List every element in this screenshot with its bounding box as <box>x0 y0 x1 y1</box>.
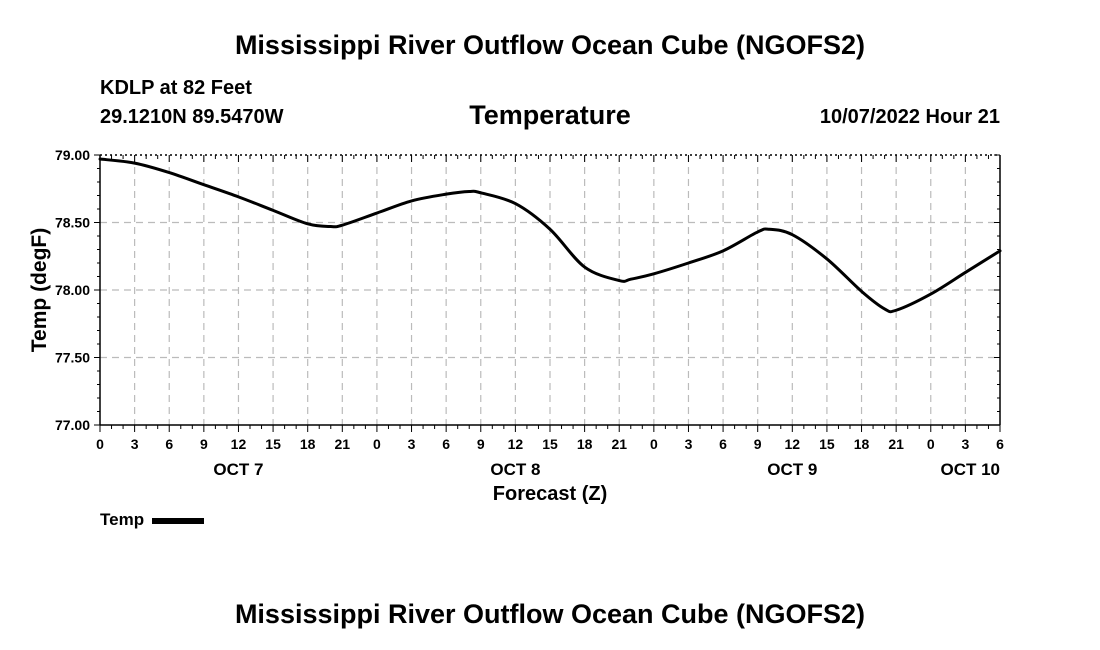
x-tick-label: 21 <box>611 436 627 452</box>
chart-title: Temperature <box>469 100 631 130</box>
x-tick-label: 0 <box>927 436 935 452</box>
x-tick-label: 9 <box>200 436 208 452</box>
x-tick-label: 9 <box>477 436 485 452</box>
x-tick-label: 3 <box>685 436 693 452</box>
x-tick-label: 6 <box>719 436 727 452</box>
legend: Temp <box>100 510 205 530</box>
x-tick-label: 12 <box>508 436 524 452</box>
axes <box>94 154 1001 432</box>
y-tick-label: 79.00 <box>55 147 90 163</box>
x-tick-label: 15 <box>542 436 558 452</box>
x-axis-label: Forecast (Z) <box>492 483 608 505</box>
x-tick-label: 6 <box>165 436 173 452</box>
x-tick-label: 9 <box>754 436 762 452</box>
x-tick-label: 21 <box>888 436 904 452</box>
x-tick-label: 12 <box>231 436 247 452</box>
y-tick-label: 78.00 <box>55 282 90 298</box>
x-tick-label: 3 <box>131 436 139 452</box>
y-tick-label: 77.00 <box>55 417 90 433</box>
footer-title: Mississippi River Outflow Ocean Cube (NG… <box>234 599 866 629</box>
x-tick-label: 0 <box>96 436 104 452</box>
x-tick-label: 0 <box>373 436 381 452</box>
legend-line-swatch <box>152 518 205 524</box>
series-line-temp <box>98 157 1002 314</box>
main-title: Mississippi River Outflow Ocean Cube (NG… <box>234 30 866 60</box>
x-tick-label: 6 <box>996 436 1004 452</box>
station-label: KDLP at 82 Feet <box>100 77 252 99</box>
day-label: OCT 10 <box>940 460 1000 479</box>
x-tick-label: 21 <box>335 436 351 452</box>
x-tick-label: 3 <box>408 436 416 452</box>
legend-label: Temp <box>100 510 145 529</box>
y-axis-label: Temp (degF) <box>28 227 51 353</box>
x-tick-label: 6 <box>442 436 450 452</box>
x-tick-label: 18 <box>854 436 870 452</box>
x-tick-label: 18 <box>300 436 316 452</box>
tick-labels: 0 3 6 9 12 15 18 21 0 3 6 9 12 15 18 21 0 3 6 9 12 15 18 21 0 3 6 7… <box>55 147 1004 479</box>
x-tick-label: 15 <box>265 436 281 452</box>
day-label: OCT 9 <box>767 460 817 479</box>
x-tick-label: 18 <box>577 436 593 452</box>
x-tick-label: 3 <box>961 436 969 452</box>
y-tick-label: 77.50 <box>55 350 90 366</box>
day-label: OCT 7 <box>213 460 263 479</box>
forecast-datetime: 10/07/2022 Hour 21 <box>819 106 1000 128</box>
x-tick-label: 12 <box>785 436 801 452</box>
station-coordinates: 29.1210N 89.5470W <box>100 106 284 128</box>
x-tick-label: 15 <box>819 436 835 452</box>
x-tick-label: 0 <box>650 436 658 452</box>
day-label: OCT 8 <box>490 460 540 479</box>
y-tick-label: 78.50 <box>55 215 90 231</box>
